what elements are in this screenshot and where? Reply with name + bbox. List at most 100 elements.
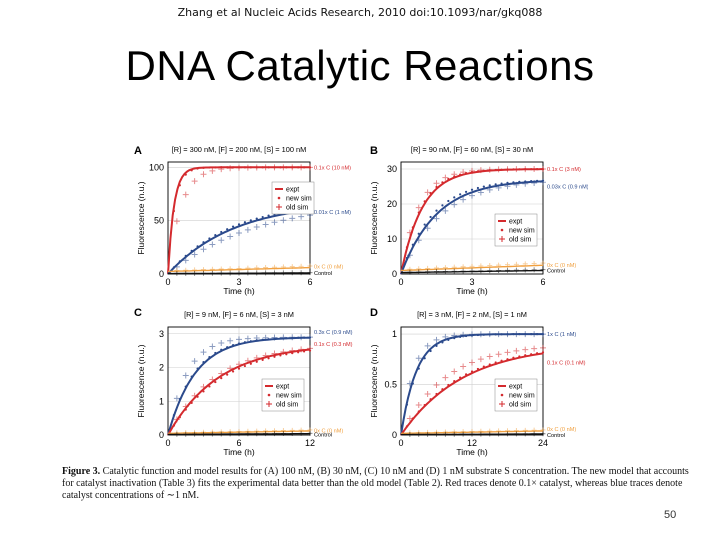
new-sim-point	[459, 193, 462, 196]
old-sim-marker	[460, 196, 467, 203]
series-label: 0x C (0 nM)	[547, 263, 576, 269]
new-sim-point	[476, 186, 480, 190]
y-tick-label: 100	[149, 162, 164, 172]
series-label: 1x C (1 nM)	[547, 332, 576, 338]
slide-title: DNA Catalytic Reactions	[125, 42, 595, 89]
y-tick-label: 0	[159, 430, 164, 440]
legend-old-sim-swatch	[266, 401, 272, 407]
legend-expt-label: expt	[509, 219, 522, 226]
expt-curve	[167, 348, 311, 436]
panel-letter: D	[370, 307, 378, 319]
old-sim-marker	[182, 372, 189, 379]
x-tick-label: 0	[398, 438, 403, 448]
new-sim-point	[267, 214, 270, 217]
y-axis-label: Fluorescence (n.u.)	[136, 344, 146, 417]
expt-curve	[167, 336, 310, 436]
legend-old-sim-swatch	[499, 401, 505, 407]
new-sim-point	[453, 196, 456, 199]
old-sim-marker	[415, 402, 422, 409]
x-tick-label: 12	[305, 438, 315, 448]
old-sim-marker	[433, 215, 440, 222]
new-sim-point	[261, 358, 264, 361]
old-sim-marker	[280, 217, 287, 224]
old-sim-marker	[236, 229, 242, 236]
old-sim-marker	[227, 337, 234, 344]
expt-curve	[400, 168, 543, 275]
expt-curve	[400, 333, 543, 436]
x-tick-label: 0	[398, 277, 403, 287]
series-label: 0.1x C (10 nM)	[314, 165, 351, 171]
new-sim-point	[214, 380, 217, 384]
old-sim-marker	[460, 363, 467, 370]
legend: expt new sim old sim	[271, 181, 315, 215]
new-sim-point	[237, 367, 241, 370]
old-sim-marker	[469, 359, 475, 366]
old-sim-marker	[182, 191, 189, 198]
panel-title: [R] = 300 nM, [F] = 200 nM, [S] = 100 nM	[172, 145, 307, 154]
new-sim-point	[243, 221, 247, 224]
old-sim-marker	[522, 267, 528, 273]
old-sim-marker	[218, 340, 225, 347]
new-sim-point	[243, 364, 247, 368]
expt-curve	[401, 433, 543, 436]
new-sim-point	[261, 215, 264, 219]
x-tick-label: 6	[236, 438, 241, 448]
series-label: Control	[547, 269, 565, 275]
panel-title: [R] = 9 nM, [F] = 6 nM, [S] = 3 nM	[184, 310, 294, 319]
old-sim-marker	[182, 257, 189, 264]
x-axis-label: Time (h)	[456, 447, 487, 457]
old-sim-marker	[200, 171, 207, 178]
legend-new-sim-swatch	[500, 393, 504, 397]
legend-new-sim-label: new sim	[286, 196, 312, 203]
old-sim-marker	[495, 351, 502, 358]
page-number: 50	[664, 509, 677, 521]
caption-text: Catalytic function and model results for…	[62, 466, 689, 501]
legend: expt new sim old sim	[494, 213, 538, 247]
old-sim-marker	[505, 267, 510, 273]
old-sim-marker	[442, 174, 449, 181]
legend-new-sim-swatch	[267, 393, 271, 397]
new-sim-point	[482, 185, 485, 188]
x-tick-label: 6	[307, 277, 312, 287]
y-tick-label: 2	[159, 363, 164, 373]
old-sim-marker	[262, 221, 269, 228]
series-label: 0x C (0 nM)	[547, 427, 576, 433]
panel-b: B [R] = 90 nM, [F] = 60 nM, [S] = 30 nM 0 1…	[369, 145, 588, 296]
legend-expt-label: expt	[286, 187, 299, 194]
old-sim-marker	[415, 355, 422, 362]
old-sim-marker	[442, 207, 449, 214]
y-tick-label: 20	[387, 199, 397, 209]
old-sim-marker	[209, 167, 216, 174]
new-sim-point	[494, 183, 497, 186]
old-sim-marker	[433, 381, 440, 388]
old-sim-marker	[540, 267, 546, 273]
expt-curve	[168, 266, 311, 273]
new-sim-point	[441, 204, 444, 207]
series-label: 0.01x C (1 nM)	[314, 210, 351, 216]
old-sim-marker	[227, 233, 234, 240]
series-label: 0x C (0 nM)	[314, 428, 343, 434]
new-sim-point	[220, 377, 223, 380]
old-sim-marker	[504, 349, 511, 356]
old-sim-marker	[451, 368, 458, 375]
x-tick-label: 3	[469, 277, 474, 287]
new-sim-point	[226, 228, 229, 231]
old-sim-marker	[191, 178, 198, 185]
x-axis-label: Time (h)	[223, 447, 254, 457]
old-sim-marker	[469, 192, 475, 199]
x-axis-label: Time (h)	[223, 286, 254, 296]
old-sim-marker	[191, 358, 198, 365]
series-label: 0.1x C (0.3 nM)	[314, 342, 353, 348]
legend-new-sim-label: new sim	[276, 393, 302, 400]
new-sim-point	[464, 190, 468, 193]
new-sim-point	[435, 209, 438, 212]
old-sim-marker	[298, 213, 305, 220]
x-tick-label: 3	[236, 277, 241, 287]
old-sim-marker	[209, 343, 216, 350]
new-sim-point	[220, 230, 223, 234]
expt-curve	[400, 264, 543, 272]
legend-old-sim-label: old sim	[276, 402, 298, 409]
old-sim-marker	[191, 251, 198, 258]
x-tick-label: 6	[540, 277, 545, 287]
old-sim-marker	[513, 267, 519, 273]
